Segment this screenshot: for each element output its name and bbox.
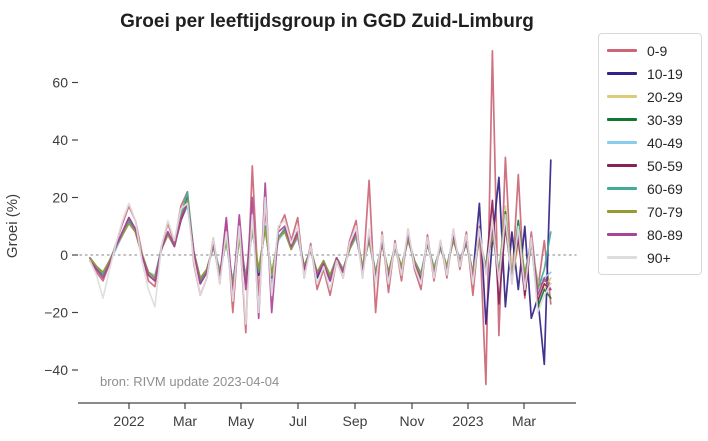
series-lines — [89, 50, 552, 386]
x-axis-tick-label: 2023 — [452, 413, 483, 429]
legend-line-swatch — [607, 164, 637, 167]
legend-label: 30-39 — [647, 111, 683, 128]
axes: 2022 Mar May Jul Sep Nov 2023 Mar 60 40 20 0 −20 −40 — [44, 75, 576, 429]
legend-item: 20-29 — [599, 85, 701, 108]
legend-label: 90+ — [647, 249, 671, 266]
x-axis-tick-label: Jul — [289, 413, 307, 429]
source-note: bron: RIVM update 2023-04-04 — [100, 374, 279, 389]
legend-item: 60-69 — [599, 177, 701, 200]
legend-label: 60-69 — [647, 180, 683, 197]
legend-item: 50-59 — [599, 154, 701, 177]
series-line-90+ — [89, 196, 552, 325]
y-axis-tick-label: 20 — [52, 190, 68, 206]
legend-label: 80-89 — [647, 226, 683, 243]
legend-label: 40-49 — [647, 134, 683, 151]
legend-line-swatch — [607, 95, 637, 98]
legend-label: 20-29 — [647, 88, 683, 105]
y-axis-label: Groei (%) — [4, 194, 21, 258]
x-axis-tick-label: Sep — [343, 413, 368, 429]
y-axis-tick-label: −40 — [44, 362, 68, 378]
legend-line-swatch — [607, 210, 637, 213]
x-axis-tick-label: May — [228, 413, 254, 429]
chart-title: Groei per leeftijdsgroup in GGD Zuid-Lim… — [120, 11, 534, 32]
legend-label: 0-9 — [647, 42, 668, 59]
legend-item: 90+ — [599, 246, 701, 269]
legend-line-swatch — [607, 72, 637, 75]
legend-label: 70-79 — [647, 203, 683, 220]
legend-line-swatch — [607, 141, 637, 144]
x-axis-tick-label: 2022 — [113, 413, 144, 429]
legend: 0-9 10-19 20-29 30-39 40-49 50-59 60-69 70-79 80… — [598, 33, 702, 275]
legend-line-swatch — [607, 256, 637, 259]
legend-label: 50-59 — [647, 157, 683, 174]
legend-item: 40-49 — [599, 131, 701, 154]
legend-item: 10-19 — [599, 62, 701, 85]
legend-line-swatch — [607, 49, 637, 52]
x-axis-tick-label: Mar — [512, 413, 536, 429]
legend-line-swatch — [607, 187, 637, 190]
legend-item: 70-79 — [599, 200, 701, 223]
x-axis-tick-label: Nov — [400, 413, 425, 429]
y-axis-tick-label: 40 — [52, 132, 68, 148]
legend-label: 10-19 — [647, 65, 683, 82]
legend-item: 80-89 — [599, 223, 701, 246]
legend-line-swatch — [607, 118, 637, 121]
legend-line-swatch — [607, 233, 637, 236]
legend-item: 0-9 — [599, 39, 701, 62]
x-axis-tick-label: Mar — [173, 413, 197, 429]
y-axis-tick-label: −20 — [44, 305, 68, 321]
legend-item: 30-39 — [599, 108, 701, 131]
y-axis-tick-label: 60 — [52, 75, 68, 91]
series-line-0-9 — [89, 50, 552, 386]
y-axis-tick-label: 0 — [60, 247, 68, 263]
